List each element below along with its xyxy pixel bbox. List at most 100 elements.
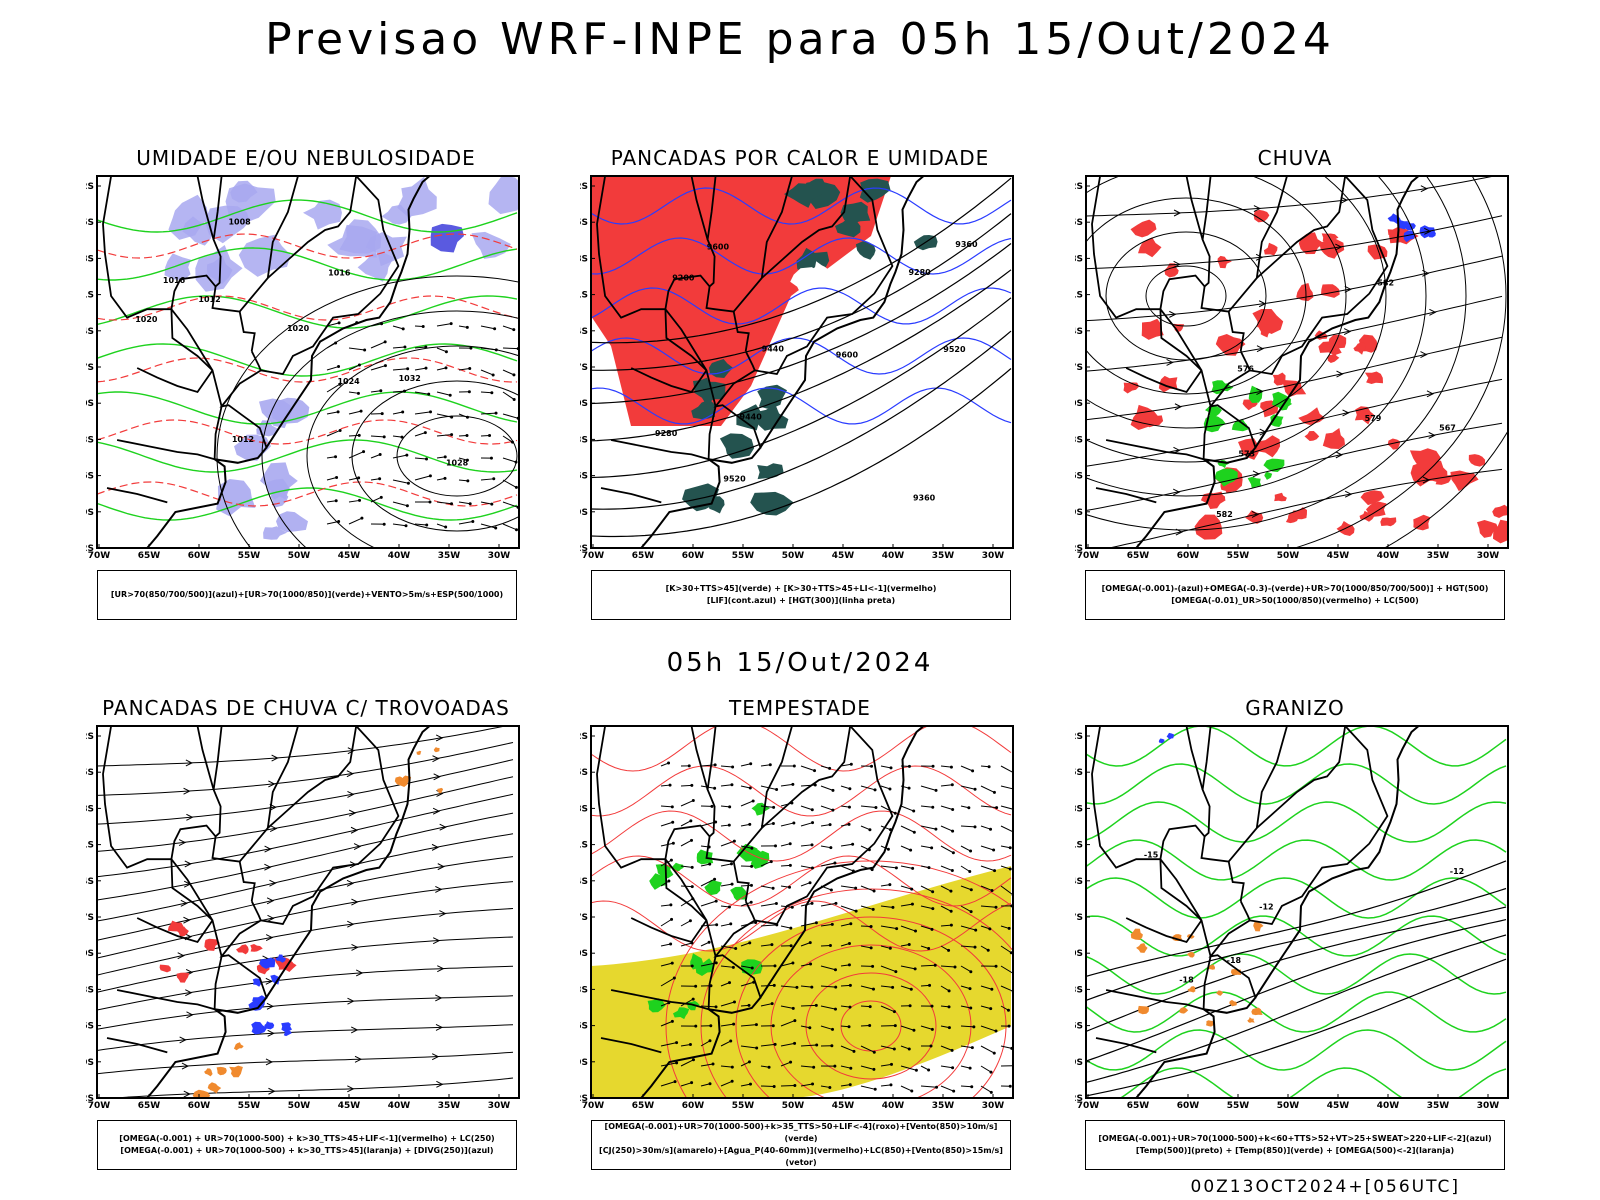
wind-vector — [880, 905, 893, 908]
rain-blue-area — [1403, 230, 1415, 243]
wind-vector — [660, 962, 673, 967]
wind-vector-head — [406, 481, 410, 485]
wind-vector-head — [669, 942, 673, 946]
wind-vector-head — [993, 869, 997, 873]
lat-tick-label: 15S — [86, 218, 94, 228]
border-line — [1125, 917, 1203, 944]
wind-vector-head — [358, 498, 362, 502]
wind-vector-head — [990, 987, 994, 991]
omega-orange-area — [1206, 1020, 1215, 1027]
lat-tick-label: 42S — [1075, 1094, 1083, 1104]
wind-vector — [348, 517, 363, 525]
wind-vector-head — [667, 879, 671, 883]
wind-vector-head — [751, 799, 755, 803]
wind-vector — [780, 1005, 794, 1009]
wind-vector — [326, 477, 337, 481]
geopotential-contour — [1086, 176, 1387, 463]
wind-vector-head — [907, 1047, 911, 1051]
wind-vector-head — [988, 927, 992, 931]
wind-vector — [414, 391, 429, 395]
rain-red-area — [1380, 517, 1397, 527]
isobar — [306, 345, 519, 548]
wind-vector — [920, 885, 933, 893]
border-line — [116, 439, 215, 461]
wind-vector-head — [489, 456, 493, 460]
coastline — [1086, 726, 1420, 1098]
wind-vector — [900, 1025, 915, 1031]
instability-green-area — [784, 183, 823, 208]
wind-vector — [660, 784, 671, 787]
streamline-arrow — [183, 787, 191, 795]
streamline — [1086, 295, 1503, 372]
wind-vector — [840, 1065, 851, 1069]
rain-red-area — [1493, 519, 1508, 544]
wind-vector-head — [908, 1004, 912, 1008]
wind-vector-head — [357, 363, 361, 367]
legend-line: [K>30+TTS>45](verde) + [K>30+TTS>45+LI<-… — [665, 584, 937, 593]
border-line — [760, 726, 793, 829]
lon-tick-label: 70W — [1077, 1101, 1100, 1111]
wind-vector-head — [829, 888, 833, 892]
lon-tick-label: 40W — [388, 1101, 411, 1111]
thunder-orange-area — [204, 1068, 213, 1077]
coastline — [97, 726, 431, 1098]
rain-red-area — [1468, 454, 1486, 467]
wind-vector — [920, 1085, 937, 1088]
wind-vector — [740, 1045, 757, 1049]
rain-green-area — [1264, 471, 1273, 480]
wind-vector-head — [687, 764, 691, 768]
wind-vector — [502, 347, 519, 350]
wind-vector-head — [949, 765, 953, 769]
wind-vector-head — [428, 500, 432, 504]
wind-vector — [348, 364, 360, 371]
wind-vector-head — [914, 1068, 918, 1072]
wind-vector — [960, 965, 972, 973]
wind-vector — [436, 347, 447, 353]
wind-vector — [660, 943, 671, 947]
contour-label: 1020 — [135, 315, 158, 324]
wind-vector-head — [425, 523, 429, 527]
instability-green-area — [691, 399, 716, 420]
thunder-orange-area — [394, 776, 408, 787]
wind-vector — [880, 805, 896, 814]
map-granizo: -12 -15 -18 -12 -18 12S 15S 18S 21S 24S 27S 30S 33S 3… — [1075, 725, 1509, 1111]
wind-vector — [960, 1045, 973, 1049]
wind-vector — [392, 325, 404, 330]
wind-vector-head — [427, 392, 431, 396]
wind-vector-head — [973, 825, 977, 829]
streamline-arrow — [186, 1011, 194, 1019]
wind-vector-head — [450, 433, 454, 437]
wind-vector — [680, 839, 692, 847]
border-line — [1159, 309, 1203, 372]
wind-vector-head — [1008, 1084, 1012, 1088]
wind-vector-head — [871, 907, 875, 911]
wind-vector — [920, 785, 937, 791]
wind-vector — [348, 434, 360, 437]
wind-vector — [326, 366, 339, 371]
wind-vector — [800, 1025, 810, 1029]
instability-green-area — [736, 404, 769, 431]
wind-vector — [392, 523, 407, 527]
wind-vector — [436, 501, 452, 505]
coastline — [591, 726, 925, 1098]
panel-chuva: CHUVA 582 579 576 573 567 582 12S 15S 18S 21S 24S 2… — [1075, 146, 1515, 626]
instability-green-area — [757, 384, 787, 409]
rain-red-area — [1253, 209, 1270, 223]
wind-vector-head — [974, 928, 978, 932]
lat-tick-label: 33S — [580, 435, 588, 445]
instability-green-area — [750, 491, 794, 516]
wind-vector-head — [889, 1062, 893, 1066]
precipitable-water-contour — [805, 972, 937, 1080]
low-level-jet-area — [655, 864, 674, 879]
clear-area — [827, 276, 850, 297]
wind-vector-head — [789, 926, 793, 930]
wind-vector-head — [989, 1090, 993, 1094]
wind-vector — [780, 925, 791, 929]
wind-vector-head — [691, 997, 695, 1001]
wind-vector — [940, 1065, 953, 1069]
wind-vector-head — [378, 477, 382, 481]
streamline-arrow — [1173, 209, 1182, 217]
wind-vector-head — [383, 364, 387, 368]
wind-vector-head — [378, 452, 382, 456]
wind-vector-head — [403, 345, 407, 349]
